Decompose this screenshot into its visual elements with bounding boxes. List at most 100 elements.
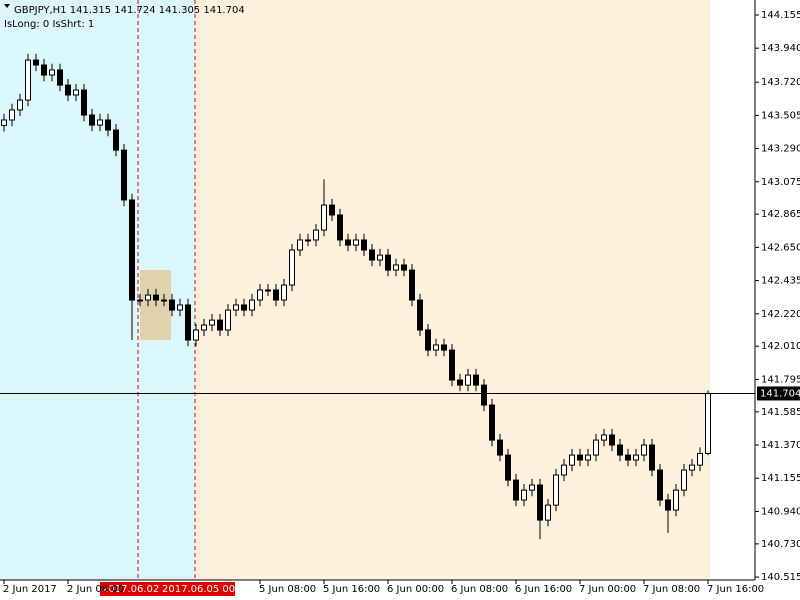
- candle-body: [409, 269, 415, 301]
- candle-body: [609, 434, 615, 446]
- candle-body: [289, 249, 295, 286]
- candle-body: [489, 404, 495, 441]
- menu-arrow: [4, 4, 10, 8]
- candle-body: [57, 69, 63, 86]
- candle-body: [689, 464, 695, 471]
- candle-body: [153, 294, 159, 301]
- candle-body: [553, 474, 559, 506]
- candle-body: [617, 444, 623, 456]
- candle-body: [257, 289, 263, 301]
- marker-label-bg: [160, 582, 235, 596]
- candle-body: [201, 324, 207, 331]
- candle-body: [225, 309, 231, 331]
- candle-body: [41, 64, 47, 76]
- candle-body: [353, 239, 359, 246]
- candle-body: [505, 454, 511, 481]
- candle-body: [497, 439, 503, 456]
- candle-body: [185, 304, 191, 341]
- candle-body: [625, 454, 631, 461]
- y-tick-label: 142.010: [761, 341, 800, 352]
- candle-body: [97, 119, 103, 126]
- candle-body: [129, 199, 135, 301]
- y-tick-label: 141.155: [761, 473, 800, 484]
- x-tick-label: 5 Jun 16:00: [323, 584, 380, 595]
- candle-body: [49, 69, 55, 76]
- y-tick-label: 143.505: [761, 110, 800, 121]
- candle-body: [481, 384, 487, 406]
- y-tick-label: 142.435: [761, 276, 800, 287]
- candle-body: [321, 204, 327, 231]
- candle-body: [241, 304, 247, 311]
- candle-body: [585, 454, 591, 461]
- candle-body: [521, 489, 527, 501]
- y-tick-label: 142.220: [761, 309, 800, 320]
- candle-body: [89, 114, 95, 126]
- candle-body: [673, 489, 679, 511]
- candle-body: [665, 499, 671, 511]
- candle-body: [633, 454, 639, 461]
- candle-body: [657, 469, 663, 501]
- x-tick-label: 6 Jun 08:00: [451, 584, 508, 595]
- candle-body: [145, 294, 151, 301]
- candle-body: [33, 59, 39, 66]
- candle-body: [513, 479, 519, 501]
- candle-body: [193, 329, 199, 341]
- x-tick-label: 5 Jun 08:00: [259, 584, 316, 595]
- candle-body: [177, 304, 183, 311]
- candle-body: [649, 444, 655, 471]
- candle-body: [433, 344, 439, 351]
- y-tick-label: 143.940: [761, 43, 800, 54]
- marker-label-bg: [100, 582, 160, 596]
- candle-body: [329, 204, 335, 216]
- candle-body: [1, 119, 7, 126]
- x-tick-label: 2 Jun 08:00: [67, 584, 124, 595]
- candle-body: [473, 374, 479, 386]
- candle-body: [273, 289, 279, 301]
- y-tick-label: 144.155: [761, 10, 800, 21]
- candle-body: [313, 229, 319, 241]
- marker-label: 2017.06.02 1: [102, 584, 169, 595]
- candle-body: [337, 214, 343, 241]
- candle-body: [681, 469, 687, 491]
- candle-body: [345, 239, 351, 246]
- candle-body: [209, 319, 215, 326]
- candle-body: [569, 454, 575, 466]
- candle-body: [377, 254, 383, 261]
- candle-body: [217, 319, 223, 331]
- candle-body: [561, 464, 567, 476]
- candle-body: [361, 239, 367, 251]
- candle-body: [465, 374, 471, 386]
- candle-body: [65, 84, 71, 96]
- candle-body: [105, 119, 111, 131]
- candle-body: [17, 99, 23, 111]
- candle-body: [297, 239, 303, 251]
- candle-body: [385, 254, 391, 271]
- candle-body: [305, 239, 311, 242]
- candle-body: [393, 264, 399, 271]
- y-tick-label: 142.865: [761, 209, 800, 220]
- candle-body: [457, 379, 463, 386]
- y-tick-label: 140.515: [761, 572, 800, 583]
- candle-body: [401, 264, 407, 271]
- candle-body: [121, 149, 127, 201]
- plot: [1, 53, 711, 540]
- session-shade: [195, 0, 710, 580]
- current-price-label: 141.704: [760, 388, 800, 399]
- y-tick-label: 141.370: [761, 440, 800, 451]
- x-tick-label: 6 Jun 16:00: [515, 584, 572, 595]
- x-tick-label: 6 Jun 00:00: [387, 584, 444, 595]
- marker-label: 2017.06.05 00:00: [162, 584, 251, 595]
- candle-body: [113, 129, 119, 151]
- candle-body: [441, 344, 447, 351]
- current-price-bg: [757, 386, 800, 401]
- chart-title: GBPJPY,H1 141.315 141.724 141.305 141.70…: [14, 5, 245, 16]
- candle-body: [601, 434, 607, 441]
- candle-body: [425, 329, 431, 351]
- x-tick-label: 7 Jun 08:00: [643, 584, 700, 595]
- candle-body: [25, 59, 31, 101]
- candle-body: [73, 89, 79, 96]
- candle-body: [281, 284, 287, 301]
- candle-body: [417, 299, 423, 331]
- candle-body: [537, 484, 543, 521]
- y-tick-label: 143.075: [761, 177, 800, 188]
